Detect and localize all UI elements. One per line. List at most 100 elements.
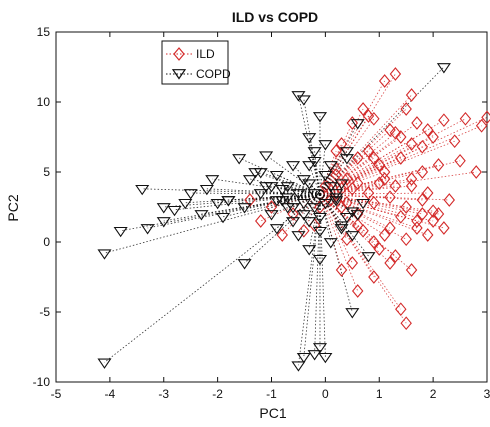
series-line bbox=[319, 122, 353, 195]
point-copd bbox=[253, 168, 268, 179]
series-line bbox=[292, 194, 321, 222]
point-copd bbox=[323, 182, 338, 193]
point-copd bbox=[312, 112, 328, 123]
point-ild bbox=[416, 193, 429, 207]
point-ild bbox=[346, 256, 359, 270]
series-line bbox=[314, 160, 321, 195]
point-copd bbox=[307, 156, 322, 168]
point-ild bbox=[378, 74, 391, 88]
point-copd bbox=[269, 170, 284, 182]
point-copd bbox=[334, 224, 349, 235]
point-copd bbox=[291, 231, 306, 242]
series-line bbox=[319, 194, 428, 236]
point-ild bbox=[427, 130, 439, 144]
series-line bbox=[319, 94, 412, 195]
point-copd bbox=[436, 63, 451, 74]
point-ild bbox=[357, 102, 369, 116]
point-copd bbox=[280, 182, 295, 193]
point-ild bbox=[373, 158, 385, 172]
point-ild bbox=[351, 284, 364, 298]
point-ild bbox=[319, 179, 332, 193]
series-line bbox=[319, 182, 358, 195]
series-line bbox=[319, 143, 342, 195]
point-copd bbox=[280, 193, 295, 204]
point-ild bbox=[362, 144, 375, 158]
legend-marker-ild bbox=[173, 47, 185, 61]
point-ild bbox=[470, 165, 482, 179]
y-tick-label: -5 bbox=[39, 305, 50, 319]
point-copd bbox=[350, 210, 365, 221]
point-ild bbox=[389, 125, 402, 140]
point-ild bbox=[395, 130, 407, 144]
point-copd bbox=[339, 212, 354, 224]
point-copd bbox=[269, 196, 284, 207]
point-ild bbox=[405, 172, 418, 186]
point-copd bbox=[323, 238, 338, 249]
point-ild bbox=[411, 221, 423, 235]
series-line bbox=[303, 194, 321, 204]
point-copd bbox=[302, 245, 317, 256]
point-copd bbox=[318, 140, 333, 151]
point-ild bbox=[378, 165, 391, 179]
point-copd bbox=[296, 95, 311, 106]
series-line bbox=[319, 194, 412, 271]
point-ild bbox=[432, 207, 445, 221]
y-tick-label: 10 bbox=[37, 95, 51, 109]
point-copd bbox=[302, 179, 317, 190]
series-line bbox=[319, 73, 396, 195]
point-ild bbox=[362, 109, 375, 123]
series-line bbox=[319, 185, 396, 195]
x-tick-label: -2 bbox=[212, 387, 223, 401]
point-copd bbox=[296, 210, 311, 221]
series-line bbox=[190, 192, 320, 195]
series-line bbox=[319, 194, 418, 222]
series-line bbox=[298, 94, 321, 195]
point-ild bbox=[432, 158, 445, 172]
series-line bbox=[319, 194, 380, 250]
point-ild bbox=[368, 151, 380, 165]
series-line bbox=[319, 194, 385, 236]
series-line bbox=[319, 194, 353, 264]
x-tick-label: -5 bbox=[51, 387, 62, 401]
point-copd bbox=[307, 350, 322, 361]
point-copd bbox=[312, 254, 328, 266]
point-copd bbox=[113, 226, 128, 238]
point-ild bbox=[384, 123, 396, 137]
series-line bbox=[298, 194, 321, 236]
point-ild bbox=[400, 232, 412, 247]
point-ild bbox=[395, 209, 407, 224]
series-line bbox=[281, 194, 321, 236]
point-copd bbox=[259, 151, 274, 162]
series-line bbox=[308, 194, 321, 250]
point-ild bbox=[454, 153, 466, 168]
point-copd bbox=[334, 221, 349, 232]
series-line bbox=[244, 194, 321, 264]
point-copd bbox=[140, 224, 155, 235]
series-line bbox=[319, 194, 359, 292]
point-ild bbox=[368, 235, 380, 249]
series-line bbox=[308, 194, 321, 222]
x-tick-label: 0 bbox=[322, 387, 329, 401]
point-ild bbox=[351, 151, 364, 165]
point-copd bbox=[178, 198, 193, 210]
series-line bbox=[276, 194, 321, 229]
point-copd bbox=[156, 203, 171, 214]
point-ild bbox=[400, 102, 412, 116]
point-copd bbox=[318, 352, 333, 364]
point-ild bbox=[411, 116, 423, 130]
point-ild bbox=[368, 270, 380, 284]
point-copd bbox=[286, 161, 301, 172]
point-copd bbox=[286, 203, 301, 214]
series-line bbox=[319, 122, 418, 195]
point-copd bbox=[307, 147, 322, 158]
point-ild bbox=[405, 137, 418, 151]
series-line bbox=[298, 194, 321, 366]
series-line bbox=[303, 194, 321, 357]
series-line bbox=[142, 188, 321, 195]
point-copd bbox=[291, 361, 306, 372]
point-copd bbox=[345, 231, 360, 242]
point-copd bbox=[97, 249, 112, 260]
series-line bbox=[319, 194, 396, 257]
series-line bbox=[319, 160, 461, 195]
point-copd bbox=[97, 358, 112, 369]
